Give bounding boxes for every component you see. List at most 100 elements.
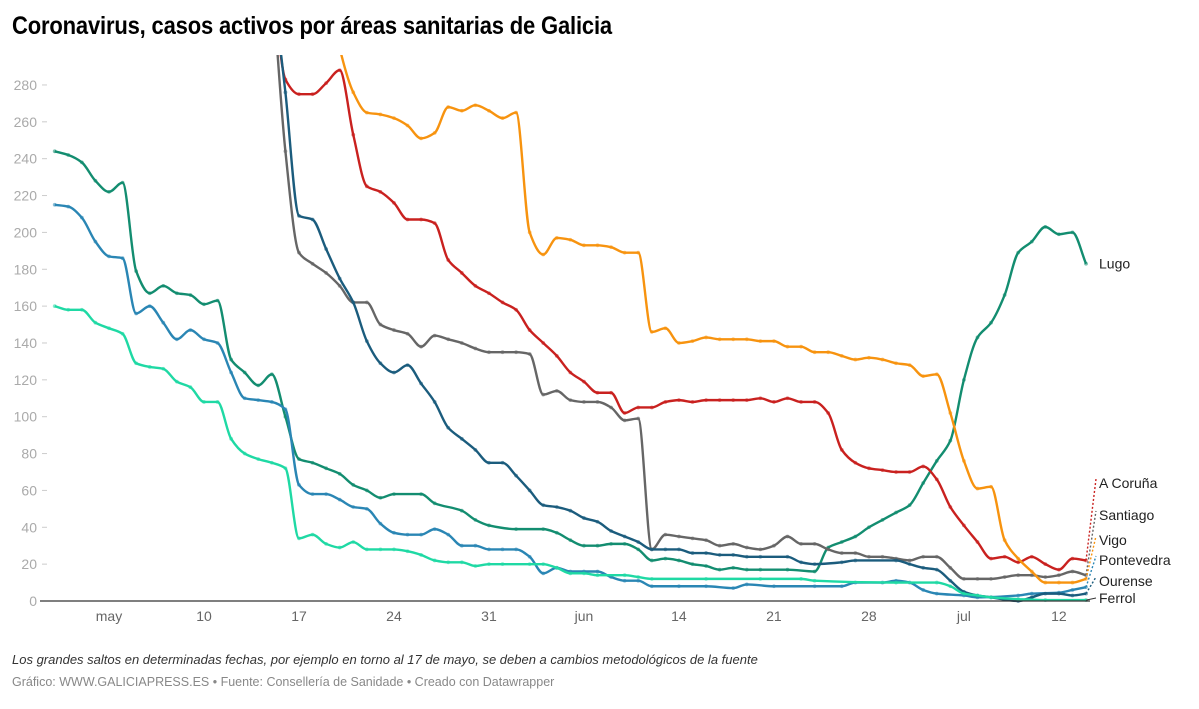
data-point [364, 300, 369, 305]
data-point [324, 492, 329, 497]
data-point [636, 540, 641, 544]
data-point [880, 357, 885, 362]
data-point [147, 304, 152, 309]
data-point [419, 217, 424, 222]
data-point [324, 541, 329, 546]
data-point [446, 425, 451, 430]
data-point [1057, 580, 1061, 585]
data-point [677, 558, 681, 563]
data-point [609, 405, 613, 410]
data-point [405, 532, 410, 537]
data-point [894, 361, 898, 366]
data-point [324, 81, 329, 86]
data-point [405, 549, 410, 554]
data-point [405, 363, 410, 367]
data-point [758, 576, 763, 581]
data-point [202, 400, 206, 404]
data-point [785, 344, 790, 349]
data-point [989, 556, 993, 561]
data-point [948, 411, 953, 415]
data-point [419, 492, 424, 497]
data-point [487, 350, 491, 355]
data-point [432, 400, 437, 404]
data-point [867, 466, 871, 471]
data-point [1070, 230, 1075, 235]
data-point [921, 588, 926, 592]
series-line-santiago [276, 55, 1087, 581]
series-vigo [340, 55, 1088, 585]
data-point [663, 532, 668, 537]
data-point [364, 110, 369, 115]
data-point [867, 554, 871, 559]
data-point [595, 573, 600, 578]
data-point [1043, 580, 1048, 585]
data-point [310, 217, 315, 222]
data-point [392, 530, 396, 535]
data-point [785, 396, 790, 401]
label-connector [1085, 555, 1097, 588]
data-point [487, 108, 491, 113]
data-point [649, 584, 654, 589]
data-point [337, 471, 342, 476]
series-label-santiago: Santiago [1099, 507, 1154, 523]
data-point [473, 518, 478, 522]
data-point [1043, 224, 1048, 229]
data-point [1070, 580, 1075, 585]
data-point [527, 230, 532, 235]
data-point [690, 536, 695, 541]
data-point [595, 390, 600, 395]
data-point [962, 523, 966, 528]
data-point [677, 547, 681, 552]
label-connector [1085, 535, 1097, 580]
series-santiago [276, 55, 1088, 581]
data-point [799, 400, 803, 404]
data-point [622, 573, 627, 578]
data-point [948, 438, 953, 443]
data-point [419, 344, 424, 349]
data-point [934, 459, 939, 463]
data-point [921, 481, 926, 485]
y-tick-label: 60 [21, 482, 37, 498]
data-point [473, 543, 478, 548]
data-point [921, 565, 926, 570]
data-point [704, 564, 708, 568]
data-point [351, 90, 356, 95]
data-point [826, 547, 831, 552]
data-point [392, 328, 396, 332]
data-point [52, 304, 57, 309]
series-label-ferrol: Ferrol [1099, 590, 1136, 606]
data-point [690, 400, 695, 404]
data-point [554, 530, 559, 535]
data-point [473, 346, 478, 351]
y-tick-label: 40 [21, 519, 37, 535]
data-point [147, 365, 152, 369]
y-tick-label: 200 [14, 224, 38, 240]
data-point [677, 534, 681, 539]
data-point [473, 103, 478, 108]
label-connector [1085, 510, 1097, 576]
data-point [79, 215, 84, 220]
x-tick-label: 10 [196, 608, 212, 624]
data-point [351, 482, 356, 487]
data-point [568, 398, 573, 403]
data-point [921, 374, 926, 379]
data-point [622, 534, 627, 539]
series-label-a-coru-a: A Coruña [1099, 475, 1158, 491]
data-point [392, 492, 396, 497]
data-point [744, 554, 749, 559]
data-point [242, 370, 247, 375]
data-point [446, 105, 451, 109]
data-point [392, 201, 396, 205]
data-point [487, 523, 491, 528]
data-point [785, 534, 790, 539]
data-point [256, 457, 261, 461]
data-point [541, 341, 546, 345]
data-point [934, 580, 939, 585]
data-point [337, 283, 342, 288]
data-point [297, 482, 301, 487]
data-point [609, 529, 613, 533]
data-point [514, 547, 518, 552]
data-point [446, 532, 451, 537]
data-point [853, 534, 858, 539]
series-line-vigo [340, 55, 1087, 584]
